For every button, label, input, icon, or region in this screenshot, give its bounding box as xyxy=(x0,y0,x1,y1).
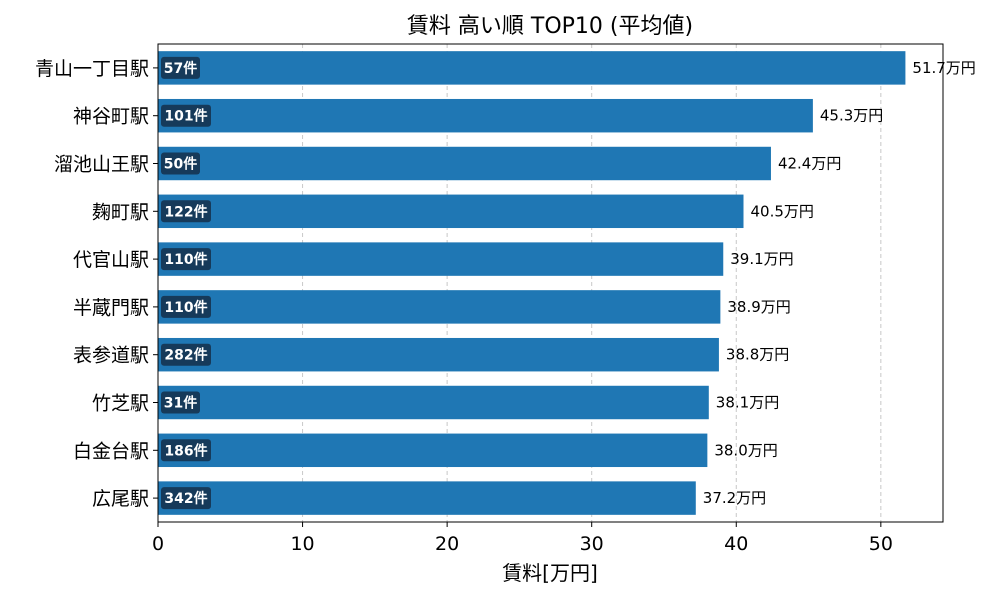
bar xyxy=(158,290,721,324)
count-badge xyxy=(161,439,211,462)
value-label: 38.1万円 xyxy=(716,394,779,412)
value-label: 37.2万円 xyxy=(703,489,766,507)
count-label: 342件 xyxy=(164,490,207,507)
x-tick-label: 50 xyxy=(869,533,893,555)
value-label: 39.1万円 xyxy=(730,250,793,268)
bar xyxy=(158,481,696,515)
count-label: 186件 xyxy=(164,442,207,459)
chart-title: 賃料 高い順 TOP10 (平均値) xyxy=(407,14,693,39)
count-label: 50件 xyxy=(164,156,197,173)
tick-layer: 0 10 20 30 40 50 xyxy=(152,67,893,555)
x-tick-label: 40 xyxy=(724,533,748,555)
bar xyxy=(158,194,744,229)
value-label: 42.4万円 xyxy=(778,155,841,173)
count-label: 57件 xyxy=(164,60,197,77)
bar xyxy=(158,385,709,420)
count-badge xyxy=(161,343,211,366)
count-badge xyxy=(161,248,211,271)
category-label: 表参道駅 xyxy=(73,345,149,367)
value-label: 38.8万円 xyxy=(726,346,789,364)
count-label: 122件 xyxy=(164,203,207,220)
bar xyxy=(158,51,906,85)
bar xyxy=(158,98,813,133)
x-tick-label: 20 xyxy=(435,533,459,555)
category-label: 竹芝駅 xyxy=(92,393,149,415)
x-tick-label: 30 xyxy=(580,533,604,555)
count-label: 31件 xyxy=(164,395,197,412)
count-badge xyxy=(161,295,211,318)
plot-frame xyxy=(157,43,944,523)
x-tick-label: 0 xyxy=(152,533,164,555)
count-badge xyxy=(161,152,200,175)
count-badge xyxy=(161,56,200,79)
bar xyxy=(158,337,719,372)
count-badge xyxy=(161,487,211,510)
category-label: 神谷町駅 xyxy=(73,106,149,128)
count-label: 110件 xyxy=(164,299,207,316)
value-label: 51.7万円 xyxy=(912,59,975,77)
count-badge xyxy=(161,391,200,414)
x-tick-label: 10 xyxy=(290,533,314,555)
value-label: 45.3万円 xyxy=(820,107,883,125)
bar-layer xyxy=(158,51,906,515)
count-label: 110件 xyxy=(164,251,207,268)
value-label: 40.5万円 xyxy=(750,202,813,220)
count-badge xyxy=(161,200,211,223)
category-label: 広尾駅 xyxy=(92,488,149,510)
category-label: 麹町駅 xyxy=(92,201,149,223)
category-label: 白金台駅 xyxy=(73,440,149,462)
bar xyxy=(158,433,708,468)
count-badge xyxy=(161,104,211,127)
bar xyxy=(158,242,724,276)
category-label: 青山一丁目駅 xyxy=(35,58,149,80)
category-label: 溜池山王駅 xyxy=(54,154,149,176)
x-axis-label: 賃料[万円] xyxy=(502,561,598,585)
count-label: 101件 xyxy=(164,108,207,125)
category-label: 半蔵門駅 xyxy=(73,297,149,319)
bar xyxy=(158,146,771,181)
category-label: 代官山駅 xyxy=(73,249,149,271)
value-label: 38.0万円 xyxy=(714,441,777,459)
count-label: 282件 xyxy=(164,347,207,364)
value-label: 38.9万円 xyxy=(727,298,790,316)
